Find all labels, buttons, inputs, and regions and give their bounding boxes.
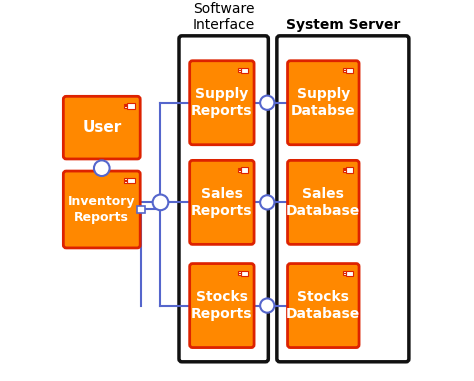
Bar [127, 104, 135, 109]
FancyBboxPatch shape [179, 36, 268, 362]
Bar [124, 104, 127, 106]
Bar [124, 181, 127, 182]
Bar [343, 273, 346, 275]
Bar [238, 68, 241, 70]
Text: Supply
Databse: Supply Databse [291, 87, 356, 118]
FancyBboxPatch shape [64, 171, 140, 248]
Bar [127, 178, 135, 183]
Text: Software
Interface: Software Interface [192, 2, 255, 32]
Bar [343, 68, 346, 70]
Text: Stocks
Database: Stocks Database [286, 290, 360, 321]
Bar [346, 168, 354, 173]
Bar [241, 68, 248, 73]
FancyBboxPatch shape [190, 61, 254, 145]
Bar [241, 168, 248, 173]
FancyBboxPatch shape [64, 96, 140, 159]
FancyBboxPatch shape [288, 160, 359, 244]
FancyBboxPatch shape [190, 160, 254, 244]
Text: Stocks
Reports: Stocks Reports [191, 290, 253, 321]
Bar [238, 273, 241, 275]
Circle shape [260, 195, 274, 210]
Bar [241, 271, 248, 276]
Text: User: User [82, 120, 121, 135]
FancyBboxPatch shape [288, 264, 359, 347]
FancyBboxPatch shape [277, 36, 409, 362]
Bar [137, 206, 145, 213]
Bar [343, 70, 346, 72]
Text: Sales
Reports: Sales Reports [191, 187, 253, 218]
Bar [124, 106, 127, 108]
FancyBboxPatch shape [190, 264, 254, 347]
Circle shape [94, 160, 109, 176]
Circle shape [260, 96, 274, 110]
Circle shape [260, 298, 274, 313]
Text: System Server: System Server [286, 18, 400, 32]
Bar [343, 271, 346, 273]
Circle shape [153, 195, 168, 210]
Text: Supply
Reports: Supply Reports [191, 87, 253, 118]
Bar [238, 168, 241, 170]
Text: Inventory
Reports: Inventory Reports [68, 195, 136, 224]
Bar [124, 178, 127, 180]
FancyBboxPatch shape [288, 61, 359, 145]
Bar [238, 271, 241, 273]
Bar [346, 271, 354, 276]
Bar [238, 70, 241, 72]
Bar [346, 68, 354, 73]
Bar [343, 170, 346, 172]
Bar [343, 168, 346, 170]
Text: Sales
Database: Sales Database [286, 187, 360, 218]
Bar [238, 170, 241, 172]
